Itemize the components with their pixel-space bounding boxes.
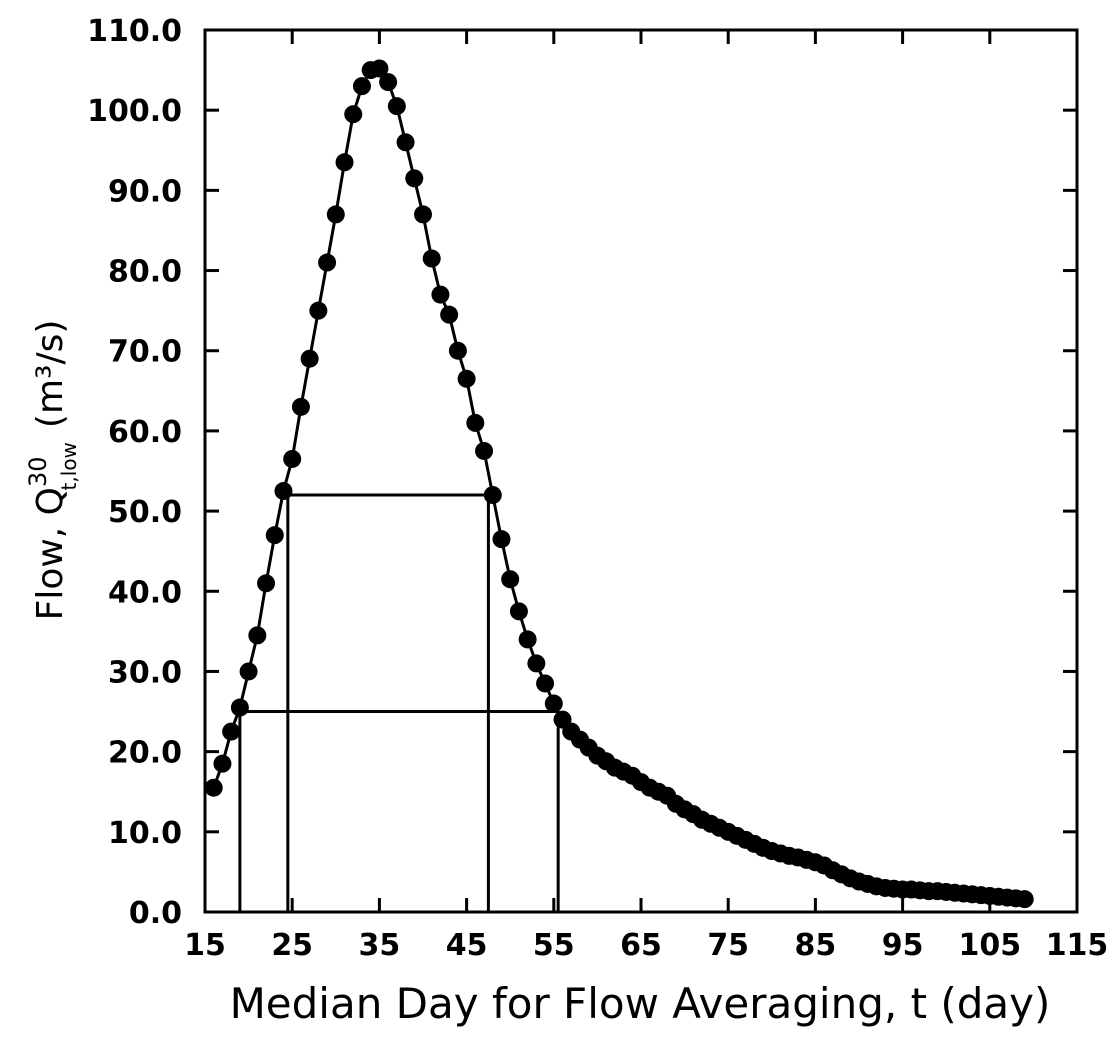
data-point xyxy=(536,674,555,693)
data-point xyxy=(265,526,284,545)
y-tick-label: 50.0 xyxy=(108,495,182,530)
y-axis-title-main: Flow, Q xyxy=(30,487,71,620)
data-point xyxy=(291,397,310,416)
data-point xyxy=(466,413,485,432)
data-point xyxy=(344,105,363,124)
y-tick-label: 20.0 xyxy=(108,736,182,771)
data-point xyxy=(475,441,494,460)
data-point xyxy=(257,574,276,593)
data-point xyxy=(239,662,258,681)
y-axis-title-sub: t,low xyxy=(57,442,81,490)
data-point xyxy=(335,153,354,172)
data-point xyxy=(1015,890,1034,909)
x-tick-label: 95 xyxy=(882,928,924,963)
data-point xyxy=(544,694,563,713)
x-tick-label: 85 xyxy=(795,928,837,963)
data-point xyxy=(440,305,459,324)
y-tick-label: 100.0 xyxy=(87,94,182,129)
y-tick-label: 10.0 xyxy=(108,816,182,851)
data-point xyxy=(431,285,450,304)
y-tick-label: 90.0 xyxy=(108,174,182,209)
y-tick-label: 0.0 xyxy=(129,896,182,931)
data-point xyxy=(518,630,537,649)
data-point xyxy=(483,486,502,505)
data-point xyxy=(414,205,432,224)
y-tick-label: 70.0 xyxy=(108,335,182,370)
x-tick-label: 65 xyxy=(620,928,662,963)
x-axis-title: Median Day for Flow Averaging, t (day) xyxy=(230,979,1051,1028)
data-point xyxy=(501,570,520,589)
data-point xyxy=(396,133,415,152)
data-point xyxy=(213,754,232,773)
data-point xyxy=(300,349,319,368)
y-tick-label: 40.0 xyxy=(108,575,182,610)
data-point xyxy=(283,449,302,468)
y-axis-title-sup: 30 xyxy=(24,456,52,487)
data-point xyxy=(405,169,424,188)
y-axis-title: Flow, Q30 t,low (m³/s) xyxy=(24,320,81,621)
x-tick-label: 35 xyxy=(359,928,401,963)
data-point xyxy=(379,73,398,92)
y-tick-label: 60.0 xyxy=(108,415,182,450)
data-point xyxy=(422,249,441,268)
data-point xyxy=(248,626,267,645)
data-point xyxy=(370,59,389,78)
data-point xyxy=(318,253,337,272)
data-point xyxy=(448,341,467,360)
x-tick-label: 105 xyxy=(958,928,1021,963)
data-point xyxy=(309,301,328,320)
x-tick-label: 15 xyxy=(184,928,226,963)
data-point xyxy=(492,530,511,549)
data-point xyxy=(527,654,546,673)
data-point xyxy=(457,369,476,388)
data-point xyxy=(230,698,249,717)
y-axis-title-unit: (m³/s) xyxy=(30,320,71,428)
x-tick-label: 25 xyxy=(271,928,313,963)
data-point xyxy=(204,778,223,797)
y-tick-label: 30.0 xyxy=(108,655,182,690)
data-point xyxy=(509,602,528,621)
data-point xyxy=(387,97,406,116)
data-point xyxy=(222,722,241,741)
y-tick-label: 80.0 xyxy=(108,255,182,290)
x-tick-label: 75 xyxy=(707,928,749,963)
data-point xyxy=(274,482,293,501)
x-tick-label: 45 xyxy=(446,928,488,963)
x-tick-label: 55 xyxy=(533,928,575,963)
x-tick-label: 115 xyxy=(1046,928,1109,963)
y-tick-label: 110.0 xyxy=(87,14,182,49)
data-point xyxy=(352,77,371,96)
data-point xyxy=(326,205,345,224)
